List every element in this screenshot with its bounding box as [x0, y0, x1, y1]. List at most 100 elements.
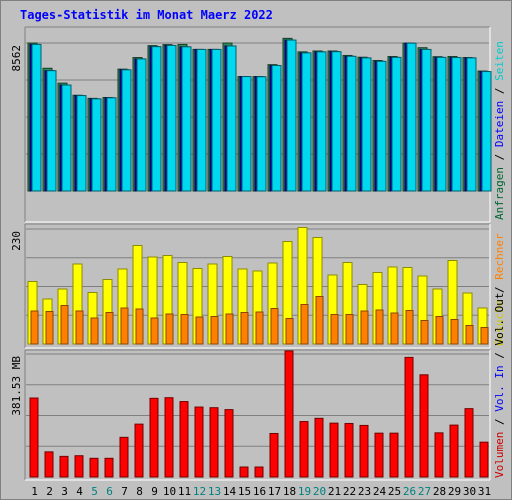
legend-item-top: / — [493, 81, 506, 101]
day-label-31: 31 — [478, 485, 491, 498]
bar-rechner-day-10 — [165, 313, 174, 345]
bar-rechner-day-14 — [225, 313, 234, 345]
day-label-17: 17 — [268, 485, 281, 498]
day-label-8: 8 — [136, 485, 143, 498]
bar-volumen-day-31 — [479, 441, 489, 478]
bar-volumen-day-27 — [419, 374, 429, 478]
legend-item-bottom: / — [493, 346, 506, 366]
bar-rechner-day-1 — [30, 310, 39, 345]
bar-seiten-day-14 — [226, 45, 237, 192]
bar-rechner-day-29 — [450, 319, 459, 345]
day-label-28: 28 — [433, 485, 446, 498]
legend-item-bottom: Vol. Out — [493, 293, 506, 346]
day-label-24: 24 — [373, 485, 387, 498]
bar-volumen-day-18 — [284, 350, 294, 478]
bar-volumen-day-17 — [269, 432, 279, 478]
legend-item-middle: Rechner — [493, 233, 506, 280]
day-label-13: 13 — [208, 485, 221, 498]
legend-item-middle: / — [493, 280, 506, 300]
bar-rechner-day-26 — [405, 310, 414, 345]
bar-seiten-day-26 — [406, 42, 417, 192]
bar-seiten-day-10 — [166, 44, 177, 192]
bar-volumen-day-12 — [194, 406, 204, 478]
legend-item-bottom: Vol. In — [493, 365, 506, 411]
bar-seiten-day-31 — [481, 71, 492, 192]
day-label-2: 2 — [46, 485, 53, 498]
bar-volumen-day-21 — [329, 422, 339, 478]
bar-seiten-day-23 — [361, 57, 372, 192]
bar-rechner-day-28 — [435, 316, 444, 345]
bar-seiten-day-4 — [76, 95, 87, 192]
legend-middle: Besuche / Rechner — [493, 233, 506, 346]
bar-volumen-day-19 — [299, 421, 309, 478]
bar-rechner-day-30 — [465, 325, 474, 345]
day-label-1: 1 — [31, 485, 38, 498]
bar-seiten-day-19 — [301, 52, 312, 192]
bar-rechner-day-6 — [105, 312, 114, 345]
legend-item-top: Seiten — [493, 41, 506, 81]
legend-bottom: Volumen / Vol. In / Vol. Out — [493, 293, 506, 478]
bar-seiten-day-12 — [196, 48, 207, 192]
legend-item-bottom: Volumen — [493, 432, 506, 478]
day-label-23: 23 — [358, 485, 371, 498]
bar-rechner-day-5 — [90, 317, 99, 345]
bar-rechner-day-15 — [240, 312, 249, 345]
day-label-26: 26 — [403, 485, 416, 498]
day-label-6: 6 — [106, 485, 113, 498]
bar-volumen-day-1 — [29, 397, 39, 478]
bar-seiten-day-2 — [46, 70, 57, 192]
bar-rechner-day-19 — [300, 304, 309, 345]
day-label-9: 9 — [151, 485, 158, 498]
bar-volumen-day-14 — [224, 409, 234, 478]
bar-rechner-day-7 — [120, 307, 129, 345]
bar-rechner-day-13 — [210, 316, 219, 345]
bar-rechner-day-12 — [195, 316, 204, 345]
bar-seiten-day-1 — [31, 43, 42, 192]
bar-rechner-day-20 — [315, 296, 324, 345]
day-label-16: 16 — [253, 485, 266, 498]
day-label-3: 3 — [61, 485, 68, 498]
day-label-11: 11 — [178, 485, 191, 498]
bar-rechner-day-4 — [75, 310, 84, 345]
bar-seiten-day-3 — [61, 84, 72, 192]
bar-volumen-day-30 — [464, 408, 474, 478]
day-label-18: 18 — [283, 485, 296, 498]
day-label-10: 10 — [163, 485, 176, 498]
bar-volumen-day-7 — [119, 436, 129, 478]
day-label-15: 15 — [238, 485, 251, 498]
bar-volumen-day-13 — [209, 407, 219, 478]
bar-seiten-day-25 — [391, 56, 402, 192]
bar-volumen-day-20 — [314, 417, 324, 478]
bar-rechner-day-24 — [375, 309, 384, 345]
legend-item-top: Anfragen — [493, 167, 506, 220]
day-label-20: 20 — [313, 485, 326, 498]
bar-seiten-day-28 — [436, 56, 447, 192]
bar-volumen-day-6 — [104, 457, 114, 478]
day-label-5: 5 — [91, 485, 98, 498]
day-label-19: 19 — [298, 485, 311, 498]
legend-item-bottom: / — [493, 412, 506, 432]
max-label-top: 8562 — [10, 45, 23, 72]
bar-volumen-day-28 — [434, 432, 444, 478]
bar-seiten-day-7 — [121, 69, 132, 192]
bar-volumen-day-22 — [344, 422, 354, 478]
bar-rechner-day-9 — [150, 317, 159, 345]
bar-volumen-day-11 — [179, 401, 189, 478]
bar-seiten-day-18 — [286, 39, 297, 192]
legend-item-middle: Besuche — [493, 300, 506, 346]
day-label-7: 7 — [121, 485, 128, 498]
bar-rechner-day-16 — [255, 311, 264, 345]
legend-item-top: Dateien — [493, 101, 506, 147]
bar-seiten-day-20 — [316, 51, 327, 192]
bar-rechner-day-21 — [330, 314, 339, 345]
bar-seiten-day-27 — [421, 48, 432, 192]
bar-volumen-day-26 — [404, 356, 414, 478]
bar-seiten-day-24 — [376, 60, 387, 192]
bar-seiten-day-22 — [346, 55, 357, 192]
bar-rechner-day-8 — [135, 308, 144, 345]
bar-seiten-day-5 — [91, 98, 102, 192]
bar-rechner-day-18 — [285, 318, 294, 345]
bar-volumen-day-9 — [149, 397, 159, 478]
